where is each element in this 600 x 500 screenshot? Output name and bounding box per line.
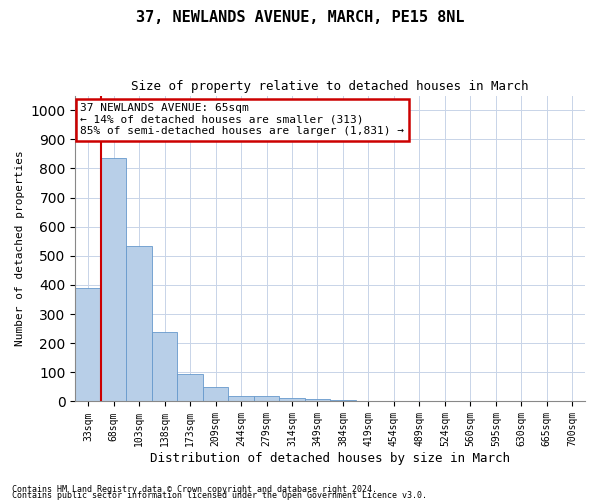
Bar [330, 400, 356, 402]
Bar [127, 246, 152, 402]
Title: Size of property relative to detached houses in March: Size of property relative to detached ho… [131, 80, 529, 93]
Bar [178, 374, 203, 402]
Bar [254, 396, 279, 402]
Bar [152, 332, 178, 402]
Bar [279, 398, 305, 402]
Bar [101, 158, 127, 402]
Y-axis label: Number of detached properties: Number of detached properties [15, 150, 25, 346]
Bar [76, 288, 101, 402]
Bar [203, 387, 228, 402]
Text: Contains HM Land Registry data © Crown copyright and database right 2024.: Contains HM Land Registry data © Crown c… [12, 485, 377, 494]
Text: 37, NEWLANDS AVENUE, MARCH, PE15 8NL: 37, NEWLANDS AVENUE, MARCH, PE15 8NL [136, 10, 464, 25]
Text: Contains public sector information licensed under the Open Government Licence v3: Contains public sector information licen… [12, 491, 427, 500]
Bar [305, 399, 330, 402]
Text: 37 NEWLANDS AVENUE: 65sqm
← 14% of detached houses are smaller (313)
85% of semi: 37 NEWLANDS AVENUE: 65sqm ← 14% of detac… [80, 103, 404, 136]
Bar [228, 396, 254, 402]
X-axis label: Distribution of detached houses by size in March: Distribution of detached houses by size … [150, 452, 510, 465]
